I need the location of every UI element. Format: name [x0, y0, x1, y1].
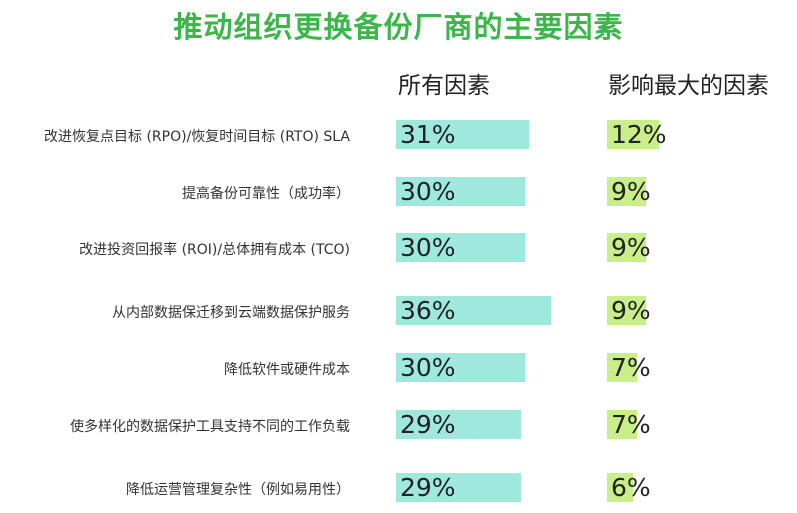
bar-top-factors	[607, 120, 659, 149]
value-label-top-factors: 12%	[611, 120, 667, 149]
bar-top-factors	[607, 177, 646, 206]
category-label: 降低软件或硬件成本	[224, 362, 350, 378]
value-label-top-factors: 6%	[611, 473, 651, 502]
bar-all-factors	[396, 233, 525, 262]
bar-top-factors	[607, 353, 637, 382]
bar-all-factors	[396, 353, 525, 382]
value-label-all-factors: 30%	[400, 233, 456, 262]
value-label-top-factors: 9%	[611, 177, 651, 206]
value-label-top-factors: 9%	[611, 233, 651, 262]
bar-all-factors	[396, 177, 525, 206]
bar-top-factors	[607, 473, 633, 502]
column-header-top-factors: 影响最大的因素	[608, 73, 769, 99]
bar-all-factors	[396, 473, 521, 502]
category-label: 使多样化的数据保护工具支持不同的工作负载	[70, 419, 350, 435]
bar-all-factors	[396, 296, 551, 325]
category-label: 提高备份可靠性（成功率）	[182, 186, 350, 202]
value-label-top-factors: 9%	[611, 296, 651, 325]
bar-all-factors	[396, 410, 521, 439]
value-label-all-factors: 36%	[400, 296, 456, 325]
category-label: 从内部数据保迁移到云端数据保护服务	[112, 305, 350, 321]
value-label-all-factors: 31%	[400, 120, 456, 149]
value-label-top-factors: 7%	[611, 353, 651, 382]
column-header-all-factors: 所有因素	[398, 73, 490, 99]
value-label-all-factors: 30%	[400, 353, 456, 382]
bar-all-factors	[396, 120, 529, 149]
value-label-top-factors: 7%	[611, 410, 651, 439]
value-label-all-factors: 30%	[400, 177, 456, 206]
chart-title: 推动组织更换备份厂商的主要因素	[173, 10, 624, 44]
bar-top-factors	[607, 296, 646, 325]
bar-top-factors	[607, 410, 637, 439]
bar-top-factors	[607, 233, 646, 262]
value-label-all-factors: 29%	[400, 473, 456, 502]
value-label-all-factors: 29%	[400, 410, 456, 439]
category-label: 改进投资回报率 (ROI)/总体拥有成本 (TCO)	[79, 242, 350, 258]
category-label: 降低运营管理复杂性（例如易用性）	[126, 482, 350, 498]
category-label: 改进恢复点目标 (RPO)/恢复时间目标 (RTO) SLA	[44, 129, 350, 145]
